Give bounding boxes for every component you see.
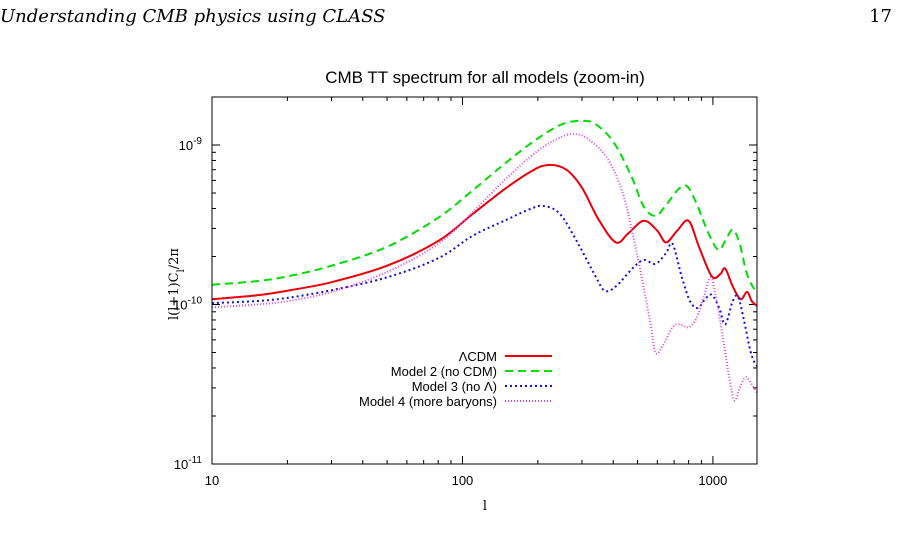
y-axis-label: l(l+1)Cl/2π xyxy=(167,248,187,320)
x-axis-label: l xyxy=(483,499,487,514)
series-line-1 xyxy=(212,163,757,307)
legend-entry-label: ΛCDM xyxy=(459,349,497,364)
y-tick-label: 10-10 xyxy=(173,296,202,313)
series-line-4 xyxy=(212,132,757,402)
legend-entry-label: Model 4 (more baryons) xyxy=(359,394,497,409)
series-line-2 xyxy=(212,119,757,293)
axis-ticks: 10 100 1000 10-11 10-10 10-9 xyxy=(173,96,757,488)
plot-frame xyxy=(211,96,758,465)
running-head: Understanding CMB physics using CLASS xyxy=(0,6,386,27)
page-number: 17 xyxy=(869,6,892,27)
series-group xyxy=(212,119,757,402)
x-tick-label: 100 xyxy=(452,473,474,488)
y-tick-label: 10-9 xyxy=(179,136,203,153)
y-tick-label: 10-11 xyxy=(174,455,203,472)
legend-entry-label: Model 2 (no CDM) xyxy=(391,364,497,379)
x-tick-label: 10 xyxy=(205,473,219,488)
series-line-3 xyxy=(212,204,757,367)
legend-entry-label: Model 3 (no Λ) xyxy=(412,379,497,394)
x-tick-label: 1000 xyxy=(698,473,727,488)
chart-title: CMB TT spectrum for all models (zoom-in) xyxy=(325,68,645,87)
